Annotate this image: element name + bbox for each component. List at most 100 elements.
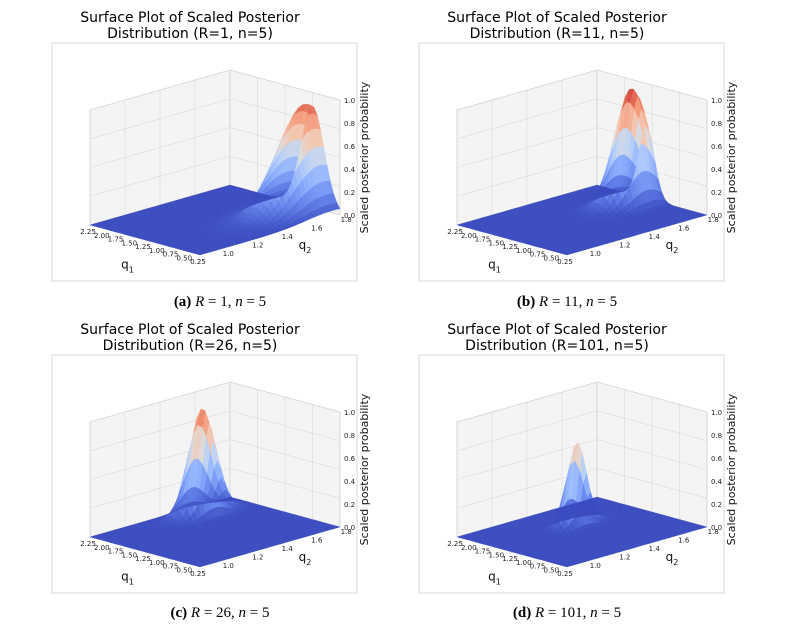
caption-r: 11 [564,294,579,310]
x-tick-label: 2.25 [447,228,463,236]
x-axis-label-sub: 1 [496,266,501,275]
title-line-1: Surface Plot of Scaled Posterior [447,322,667,338]
z-tick-label: 0.4 [711,478,723,486]
x-tick-label: 0.50 [543,566,559,574]
y-axis-label-sub: 2 [306,246,311,255]
x-tick-label: 0.75 [530,251,546,259]
x-tick-label: 1.25 [135,243,151,251]
caption-n: 5 [613,605,622,621]
title-line-2: Distribution (R=101, n=5) [465,338,649,354]
chart-panel-d: Surface Plot of Scaled Posterior Distrib… [417,317,757,627]
y-axis-label: q2 [299,550,312,567]
figure-border [51,42,358,282]
figure-border [418,354,725,594]
y-tick-label: 1.4 [282,545,294,553]
z-tick-label: 0.0 [711,212,722,220]
caption-c: (c) R = 26, n = 5 [170,605,270,621]
x-tick-label: 0.25 [190,570,206,578]
y-tick-label: 1.8 [341,528,352,536]
x-tick-label: 1.50 [121,239,137,247]
x-tick-label: 1.00 [149,247,165,255]
x-tick-label: 2.00 [461,232,477,240]
surface-mesh [456,441,708,568]
x-tick-label: 0.25 [557,570,573,578]
x-tick-label: 2.00 [94,544,110,552]
chart-panel-b: Surface Plot of Scaled Posterior Distrib… [417,5,757,315]
x-tick-label: 1.25 [502,243,518,251]
y-axis-label-sub: 2 [673,558,678,567]
z-tick-label: 0.2 [344,501,355,509]
z-tick-label: 0.6 [344,143,356,151]
x-tick-label: 1.75 [475,236,491,244]
caption-label: (a) [173,294,192,310]
z-tick-label: 1.0 [711,97,722,105]
z-tick-label: 0.8 [711,432,722,440]
x-tick-label: 0.50 [176,254,192,262]
caption-b: (b) R = 11, n = 5 [516,294,618,310]
y-axis-label: q2 [666,238,679,255]
x-axis-label-sub: 1 [496,578,501,587]
y-tick-label: 1.4 [282,233,294,241]
caption-label: (b) [516,294,536,310]
x-tick-label: 1.50 [121,551,137,559]
x-tick-label: 1.25 [135,555,151,563]
x-tick-label: 2.25 [80,228,96,236]
z-tick-label: 0.8 [344,432,355,440]
x-tick-label: 2.00 [94,232,110,240]
z-axis-label: Scaled posterior probability [358,81,371,233]
caption-n: 5 [258,294,267,310]
y-tick-label: 1.6 [678,537,690,545]
x-tick-label: 1.25 [502,555,518,563]
y-tick-label: 1.2 [619,241,630,249]
x-tick-label: 1.00 [149,559,165,567]
y-tick-label: 1.0 [590,250,601,258]
x-tick-label: 2.00 [461,544,477,552]
x-axis-label: q1 [488,570,501,587]
x-tick-label: 1.00 [516,247,532,255]
surface-facet [456,223,465,227]
x-tick-label: 1.75 [108,236,124,244]
surface-mesh [89,408,341,568]
z-tick-label: 1.0 [711,409,722,417]
z-axis-label: Scaled posterior probability [358,393,371,545]
x-tick-label: 1.50 [488,551,504,559]
x-tick-label: 1.75 [108,548,124,556]
surface-plot-c: Surface Plot of Scaled Posterior Distrib… [51,322,371,594]
x-tick-label: 2.25 [80,540,96,548]
surface-facet [89,535,98,539]
x-tick-label: 1.75 [475,548,491,556]
x-tick-label: 0.75 [163,251,179,259]
caption-d: (d) R = 101, n = 5 [512,605,622,621]
title-line-2: Distribution (R=26, n=5) [103,338,278,354]
z-tick-label: 0.6 [711,143,723,151]
figure-border [418,42,725,282]
y-tick-label: 1.6 [311,537,323,545]
y-axis-label: q2 [299,238,312,255]
z-axis-label: Scaled posterior probability [725,81,738,233]
x-tick-label: 0.50 [176,566,192,574]
surface-plot-b: Surface Plot of Scaled Posterior Distrib… [418,10,738,282]
x-tick-label: 0.25 [557,258,573,266]
y-tick-label: 1.2 [252,553,263,561]
y-tick-label: 1.8 [341,216,352,224]
z-tick-label: 1.0 [344,409,355,417]
y-tick-label: 1.0 [223,562,234,570]
y-axis-label: q2 [666,550,679,567]
title-line-1: Surface Plot of Scaled Posterior [447,10,667,26]
z-tick-label: 0.0 [344,524,355,532]
surface-mesh [89,104,341,256]
y-tick-label: 1.2 [252,241,263,249]
x-axis-label: q1 [488,258,501,275]
y-tick-label: 1.8 [708,216,719,224]
caption-n: 5 [609,294,618,310]
surface-mesh [456,88,708,256]
title-line-1: Surface Plot of Scaled Posterior [80,322,300,338]
title-line-2: Distribution (R=11, n=5) [470,26,645,42]
y-tick-label: 1.4 [649,545,661,553]
x-tick-label: 0.75 [163,563,179,571]
z-tick-label: 0.6 [344,455,356,463]
y-axis-label-sub: 2 [306,558,311,567]
z-tick-label: 0.2 [344,189,355,197]
x-axis-label: q1 [121,258,134,275]
x-axis-label-sub: 1 [129,266,134,275]
